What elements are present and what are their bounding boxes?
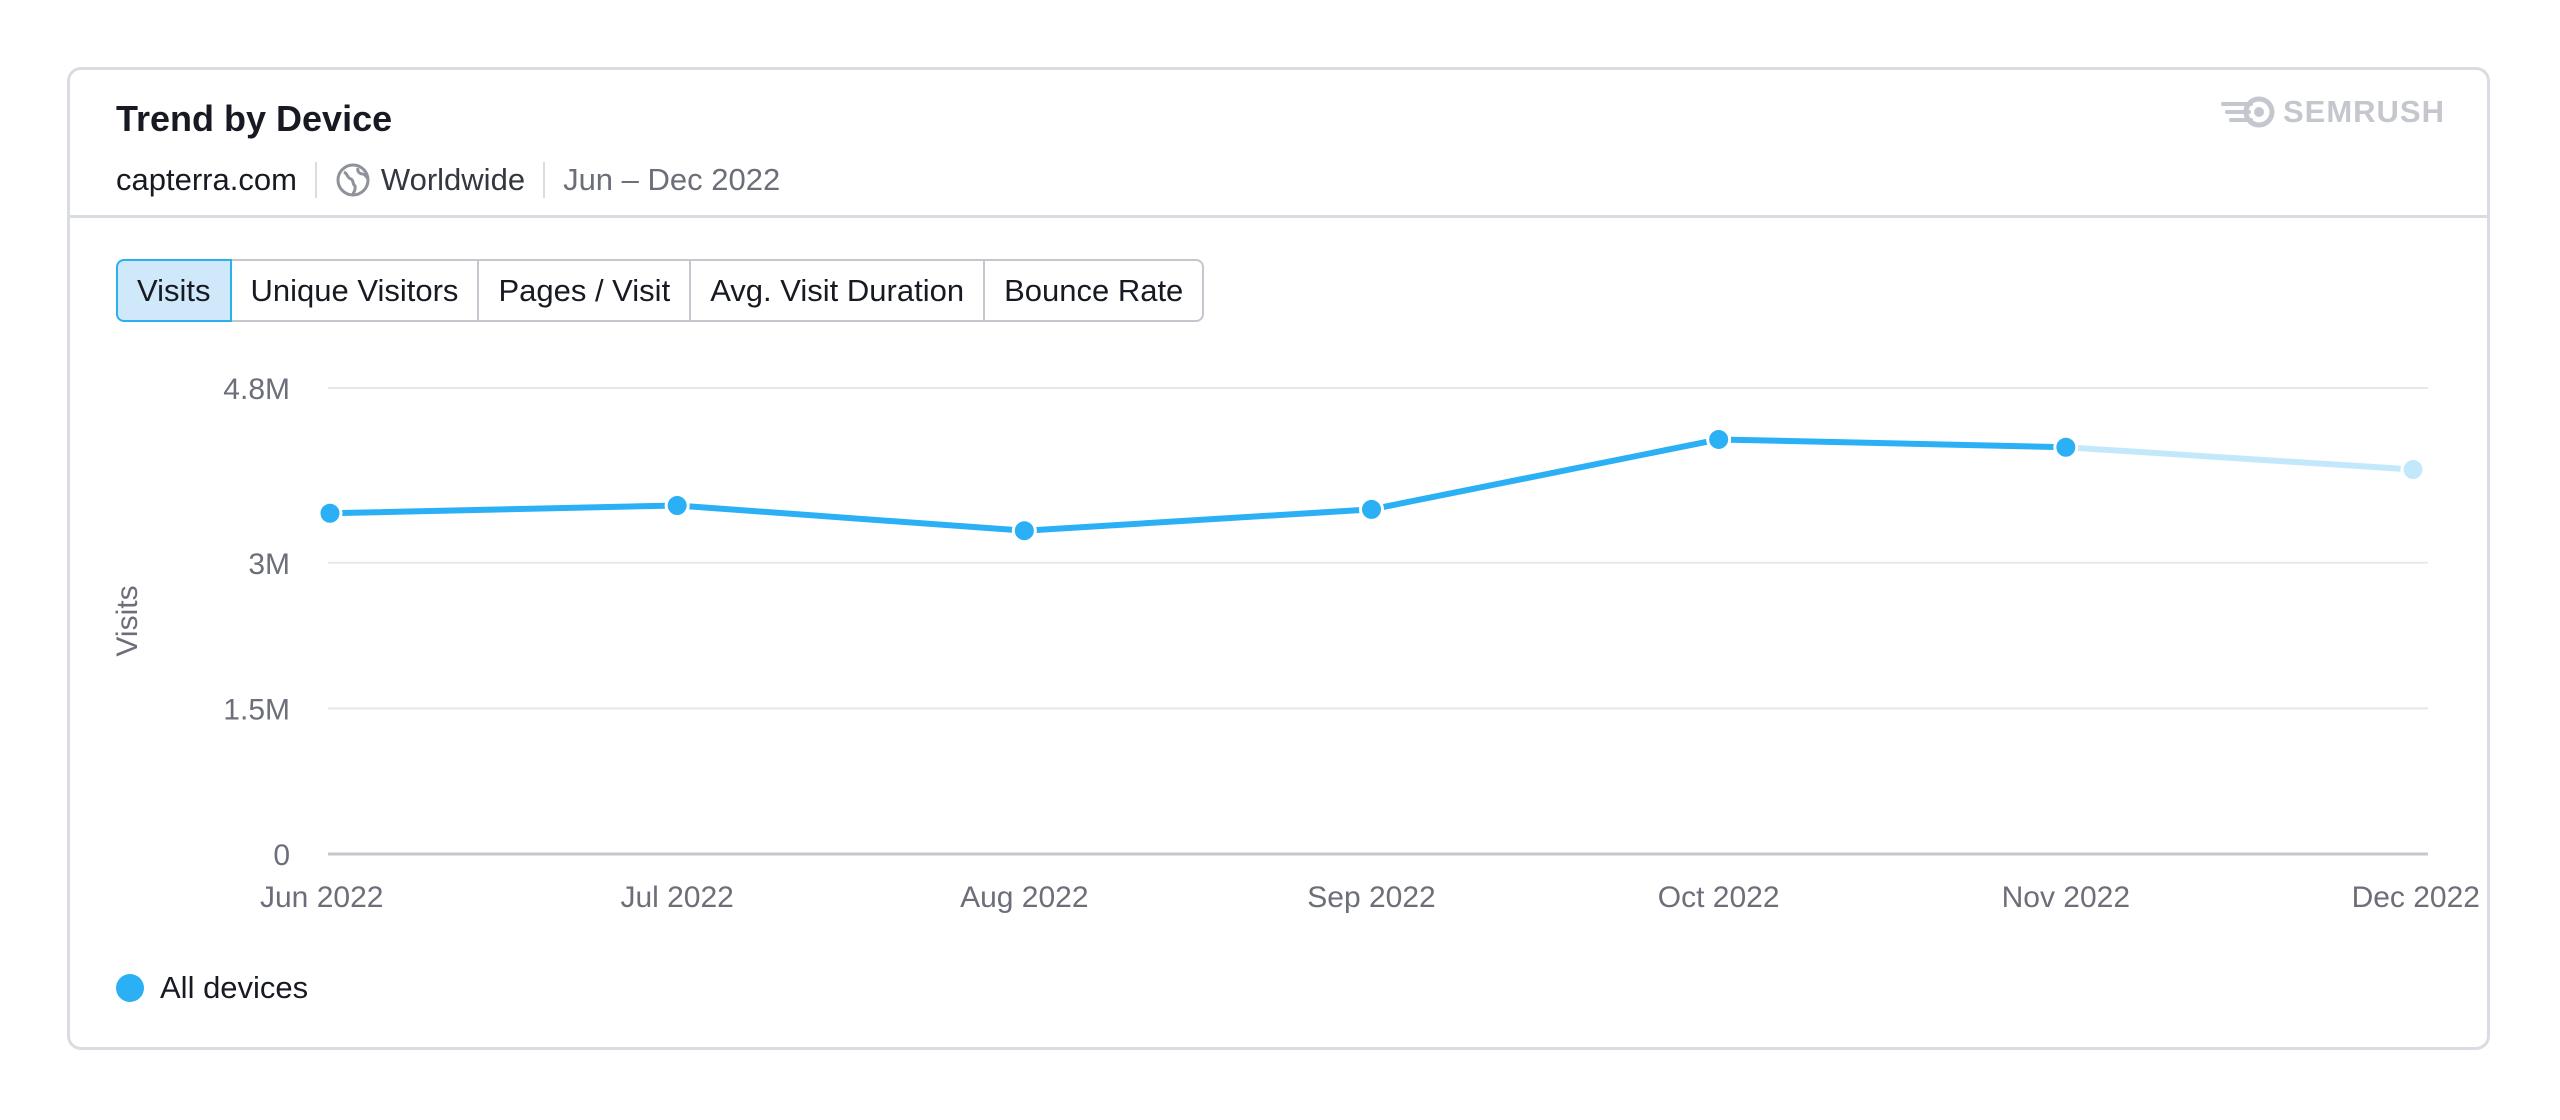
metric-tabs: Visits Unique Visitors Pages / Visit Avg… bbox=[116, 259, 1205, 322]
tab-unique-visitors[interactable]: Unique Visitors bbox=[229, 259, 480, 322]
data-point bbox=[2400, 457, 2426, 483]
tab-visits[interactable]: Visits bbox=[116, 259, 232, 322]
tab-pages-per-visit[interactable]: Pages / Visit bbox=[477, 259, 692, 322]
x-tick-label: Aug 2022 bbox=[960, 881, 1088, 914]
x-tick-label: Sep 2022 bbox=[1307, 881, 1435, 914]
y-axis-label: Visits bbox=[111, 585, 144, 656]
widget-meta: capterra.com Worldwide Jun – Dec 2022 bbox=[116, 158, 780, 202]
tab-avg-visit-duration[interactable]: Avg. Visit Duration bbox=[689, 259, 986, 322]
x-tick-label: Nov 2022 bbox=[2002, 881, 2130, 914]
brand-logo: SEMRUSH bbox=[2219, 94, 2445, 130]
widget-header: Trend by Device capterra.com Worldwide J… bbox=[70, 70, 2487, 218]
y-tick-label: 3M bbox=[248, 548, 290, 581]
data-point bbox=[1011, 518, 1037, 544]
trend-by-device-widget: Trend by Device capterra.com Worldwide J… bbox=[67, 67, 2490, 1050]
visits-line-chart: 0 1.5M 3M 4.8M Jun 2022 Jul 2022 Aug 2022 Sep 2… bbox=[111, 373, 2480, 914]
globe-icon bbox=[335, 162, 371, 198]
widget-title: Trend by Device bbox=[116, 98, 393, 139]
x-tick-label: Dec 2022 bbox=[2352, 881, 2480, 914]
region-label: Worldwide bbox=[380, 162, 526, 197]
x-tick-label: Jul 2022 bbox=[620, 881, 733, 914]
data-point bbox=[317, 500, 343, 526]
semrush-logo-icon bbox=[2220, 96, 2275, 128]
date-range-label: Jun – Dec 2022 bbox=[563, 162, 781, 197]
tab-bounce-rate[interactable]: Bounce Rate bbox=[983, 259, 1205, 322]
y-tick-label: 4.8M bbox=[223, 373, 290, 406]
chart-legend: All devices bbox=[116, 970, 308, 1006]
data-point bbox=[1706, 426, 1732, 452]
x-tick-label: Oct 2022 bbox=[1658, 881, 1780, 914]
x-tick-label: Jun 2022 bbox=[260, 881, 383, 914]
divider bbox=[543, 162, 546, 198]
domain-label: capterra.com bbox=[116, 162, 297, 197]
data-point bbox=[664, 492, 690, 518]
data-point bbox=[2053, 434, 2079, 460]
series-line-all-devices bbox=[327, 436, 2069, 534]
brand-name: SEMRUSH bbox=[2282, 94, 2445, 129]
legend-label-all-devices[interactable]: All devices bbox=[160, 970, 309, 1005]
series-line-projected bbox=[2062, 444, 2416, 473]
y-tick-label: 1.5M bbox=[223, 693, 290, 726]
divider bbox=[314, 162, 317, 198]
legend-marker bbox=[116, 974, 144, 1002]
data-point bbox=[1359, 496, 1384, 522]
y-tick-label: 0 bbox=[273, 839, 290, 872]
